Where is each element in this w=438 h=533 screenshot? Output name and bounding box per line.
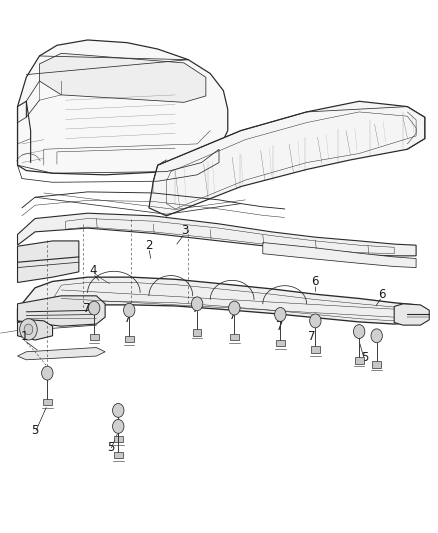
Text: 5: 5 <box>107 441 114 454</box>
Circle shape <box>24 324 33 335</box>
Text: 1: 1 <box>20 330 28 343</box>
Bar <box>311 346 320 353</box>
Text: 6: 6 <box>311 275 319 288</box>
Circle shape <box>191 297 203 311</box>
Bar <box>276 340 285 346</box>
Text: 7: 7 <box>229 309 237 322</box>
Polygon shape <box>18 296 105 326</box>
Text: 5: 5 <box>361 351 368 364</box>
Text: 4: 4 <box>89 264 97 277</box>
Bar <box>372 361 381 368</box>
Polygon shape <box>394 304 429 325</box>
Text: 7: 7 <box>276 320 283 333</box>
Polygon shape <box>18 213 416 256</box>
Circle shape <box>229 301 240 315</box>
Text: 2: 2 <box>145 239 153 252</box>
Text: 7: 7 <box>83 302 91 314</box>
Polygon shape <box>263 243 416 268</box>
Text: 7: 7 <box>124 312 132 325</box>
Bar <box>114 452 123 458</box>
Polygon shape <box>149 101 425 216</box>
Circle shape <box>113 403 124 417</box>
Circle shape <box>113 419 124 433</box>
Circle shape <box>310 314 321 328</box>
Bar <box>90 334 99 340</box>
Bar <box>125 336 134 342</box>
Circle shape <box>275 308 286 321</box>
Bar <box>193 329 201 336</box>
Polygon shape <box>18 40 228 175</box>
Text: 5: 5 <box>32 424 39 437</box>
Circle shape <box>42 366 53 380</box>
Circle shape <box>20 319 37 340</box>
Text: 7: 7 <box>192 302 200 314</box>
Bar <box>43 399 52 405</box>
Circle shape <box>353 325 365 338</box>
Circle shape <box>124 303 135 317</box>
Text: 6: 6 <box>378 288 386 301</box>
Bar <box>114 436 123 442</box>
Bar <box>355 357 364 364</box>
Polygon shape <box>18 320 53 340</box>
Text: 3: 3 <box>181 224 188 237</box>
Text: 7: 7 <box>308 330 316 343</box>
Circle shape <box>371 329 382 343</box>
Polygon shape <box>39 53 206 102</box>
Bar <box>230 334 239 340</box>
Polygon shape <box>18 241 79 282</box>
Circle shape <box>88 301 100 315</box>
Polygon shape <box>18 348 105 360</box>
Polygon shape <box>18 277 420 324</box>
